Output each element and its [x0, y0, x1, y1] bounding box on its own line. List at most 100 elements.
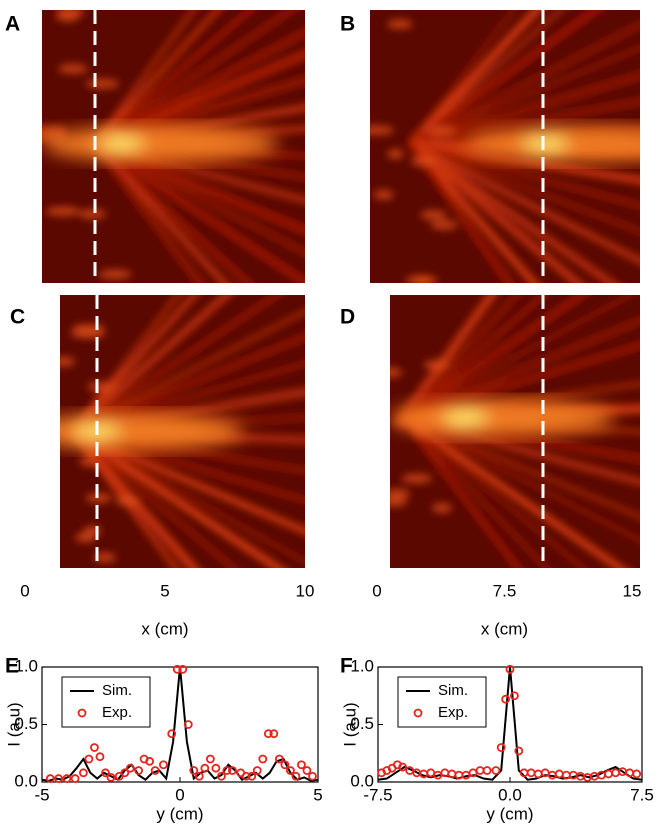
x-axis-label: x (cm) — [481, 619, 528, 638]
exp-point — [302, 766, 312, 775]
exp-point — [291, 771, 301, 781]
streak — [400, 416, 550, 568]
exp-point — [505, 664, 515, 674]
streak — [70, 428, 285, 568]
heatmap-hot — [464, 125, 640, 162]
exp-point — [125, 763, 135, 773]
panel-label: D — [340, 306, 355, 329]
heatmap — [60, 295, 305, 568]
exp-point — [172, 664, 182, 674]
exp-point — [228, 766, 237, 775]
exp-point — [205, 754, 215, 764]
exp-point — [491, 766, 501, 775]
x-tick-label: 7.5 — [630, 785, 654, 804]
exp-point — [526, 768, 536, 778]
exp-point — [514, 746, 524, 756]
blob — [87, 381, 115, 392]
y-tick-label: 0.5 — [14, 714, 38, 733]
exp-point — [79, 768, 88, 778]
streak — [71, 428, 305, 535]
legend-label: Exp. — [102, 704, 132, 721]
exp-point — [482, 766, 492, 775]
exp-point — [241, 771, 251, 781]
blob — [70, 328, 105, 339]
exp-point — [247, 771, 257, 781]
panel-label: B — [340, 13, 355, 36]
legend-label: Sim. — [438, 682, 468, 699]
blob — [45, 206, 81, 217]
streak — [400, 295, 589, 421]
streak — [409, 71, 640, 148]
streak — [407, 141, 539, 283]
exp-point — [178, 664, 188, 674]
panel-label: E — [5, 655, 19, 678]
streak — [408, 20, 640, 147]
exp-point — [194, 771, 204, 781]
streak — [407, 141, 514, 283]
legend-label: Exp. — [438, 704, 468, 721]
streak — [401, 415, 640, 519]
hot-spot — [523, 135, 568, 152]
y-axis-label: I (a.u) — [340, 702, 359, 746]
exp-point — [159, 760, 168, 770]
heatmap-hot — [42, 125, 279, 162]
exp-point — [611, 768, 620, 778]
blob — [387, 19, 413, 30]
panel-label: F — [340, 655, 353, 678]
exp-point — [285, 766, 295, 775]
blob — [58, 63, 88, 74]
y-tick-label: 0.0 — [350, 771, 374, 790]
exp-point — [604, 769, 613, 779]
legend-label: Sim. — [102, 682, 132, 699]
exp-point — [222, 766, 232, 775]
blob — [74, 532, 96, 543]
exp-point — [120, 768, 130, 778]
streak — [92, 141, 253, 283]
heatmap-streaks — [60, 295, 305, 568]
streak — [93, 140, 305, 257]
streak — [401, 295, 635, 420]
streak — [400, 416, 522, 568]
streak — [71, 429, 305, 565]
streak — [409, 45, 640, 146]
x-tick-label: 15 — [623, 581, 642, 600]
streak — [401, 415, 640, 543]
streak — [92, 139, 305, 235]
streak — [92, 10, 197, 146]
blob — [85, 492, 113, 503]
heatmap — [370, 10, 640, 283]
exp-point — [496, 743, 506, 752]
heatmap-hot — [60, 413, 244, 450]
blob — [430, 219, 458, 230]
legend-swatch — [77, 708, 87, 718]
exp-point — [134, 766, 144, 775]
exp-point — [106, 773, 116, 782]
x-tick-label: 0 — [175, 785, 184, 804]
heatmap — [390, 295, 640, 568]
exp-point — [62, 774, 72, 783]
blob — [420, 209, 447, 220]
x-tick-label: 0 — [20, 581, 29, 600]
legend-swatch — [413, 708, 423, 718]
streak — [408, 10, 602, 147]
exp-point — [632, 769, 642, 779]
streak — [70, 295, 283, 435]
beam — [42, 125, 279, 162]
hot-spot — [98, 135, 143, 152]
heatmap — [42, 10, 305, 283]
exp-point — [216, 771, 226, 781]
exp-point — [150, 766, 160, 775]
x-tick-label: -5 — [34, 785, 49, 804]
streak — [409, 139, 640, 185]
streak — [408, 10, 516, 146]
streak — [68, 428, 199, 568]
x-axis-label: x (cm) — [141, 619, 188, 638]
blob — [98, 269, 132, 280]
y-tick-label: 1.0 — [350, 656, 374, 675]
blob — [85, 78, 120, 89]
hot-spot — [443, 409, 487, 426]
streak — [398, 295, 498, 421]
streak — [408, 140, 618, 283]
x-tick-label: 5 — [160, 581, 169, 600]
